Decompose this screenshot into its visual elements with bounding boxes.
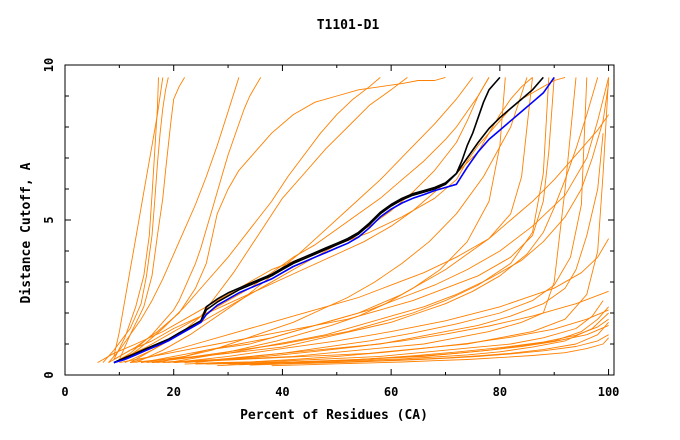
series-line-model-g bbox=[113, 76, 446, 360]
series-line-model-h bbox=[124, 77, 381, 360]
series-line-model-ai bbox=[108, 77, 240, 363]
y-tick-label: 0 bbox=[42, 371, 56, 378]
series-line-model-al bbox=[238, 318, 609, 366]
series-line-model-ab bbox=[195, 77, 588, 364]
x-tick-label: 40 bbox=[275, 385, 289, 399]
series-line-model-v bbox=[141, 77, 610, 364]
series-line-model-u bbox=[130, 77, 533, 364]
series-line-model-af bbox=[157, 77, 528, 364]
series-line-model-n bbox=[162, 77, 577, 364]
series-line-model-t bbox=[119, 77, 555, 364]
axes: 0 20 40 60 80 100 0 5 10 bbox=[42, 58, 619, 399]
y-axis-label: Distance Cutoff, A bbox=[19, 162, 34, 303]
series-line-model-b bbox=[113, 77, 159, 360]
series-line-model-ae bbox=[135, 77, 474, 364]
series-line-model-f bbox=[119, 77, 490, 360]
series-line-model-ac bbox=[113, 77, 262, 363]
x-tick-label: 100 bbox=[598, 385, 620, 399]
series-line-model-ak bbox=[206, 309, 609, 365]
series-line-model-a bbox=[102, 77, 169, 363]
series-line-top-model-3 bbox=[113, 76, 555, 364]
series-line-model-y bbox=[249, 334, 609, 366]
plot-area bbox=[97, 76, 610, 367]
series-line-top-model-2 bbox=[113, 76, 544, 364]
series-line-model-ad bbox=[124, 77, 408, 364]
x-tick-label: 0 bbox=[61, 385, 68, 399]
chart-title: T1101-D1 bbox=[317, 18, 380, 33]
series-line-model-x bbox=[228, 324, 609, 365]
series-line-model-l bbox=[130, 83, 610, 364]
series-line-model-z bbox=[271, 337, 609, 367]
series-line-model-aj bbox=[184, 290, 609, 364]
series-line-model-aa bbox=[173, 238, 609, 364]
series-line-model-ah bbox=[113, 77, 164, 357]
series-line-model-ag bbox=[168, 77, 506, 364]
x-axis-label: Percent of Residues (CA) bbox=[240, 408, 428, 423]
series-line-model-k bbox=[146, 77, 599, 364]
x-tick-label: 80 bbox=[493, 385, 507, 399]
series-line-model-c bbox=[118, 77, 185, 360]
x-tick-label: 20 bbox=[166, 385, 180, 399]
y-tick-label: 5 bbox=[42, 216, 56, 223]
series-line-model-o bbox=[173, 77, 610, 364]
x-tick-label: 60 bbox=[384, 385, 398, 399]
y-tick-label: 10 bbox=[42, 58, 56, 72]
